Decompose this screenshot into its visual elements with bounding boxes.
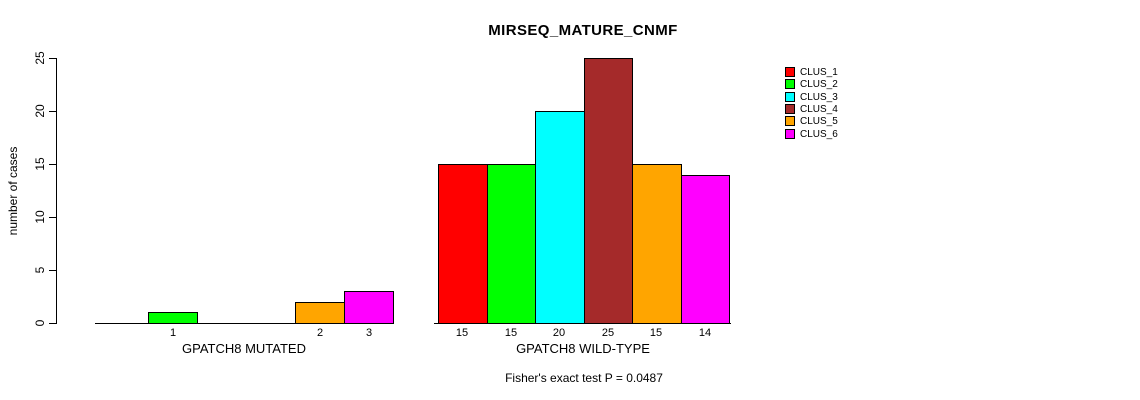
- y-tick-mark: [49, 111, 56, 112]
- legend-label: CLUS_5: [800, 116, 838, 127]
- y-axis-label: number of cases: [6, 146, 20, 236]
- y-tick-label: 15: [33, 157, 47, 171]
- y-tick-mark: [49, 323, 56, 324]
- bar-clus_4-wildtype: [584, 58, 633, 324]
- annotation-text: Fisher's exact test P = 0.0487: [505, 371, 663, 385]
- y-tick-label: 5: [33, 266, 47, 274]
- bar-value-label: 3: [365, 327, 373, 339]
- bar-clus_2-mutated: [148, 312, 198, 324]
- bar-clus_6-mutated: [344, 291, 394, 324]
- legend-swatch-clus_2: [785, 79, 795, 89]
- legend-item: CLUS_2: [785, 78, 855, 90]
- x-group-label: GPATCH8 MUTATED: [182, 341, 306, 356]
- y-tick-mark: [49, 217, 56, 218]
- bar-value-label: 15: [504, 327, 518, 339]
- x-group-label: GPATCH8 WILD-TYPE: [516, 341, 650, 356]
- bar-value-label: 25: [601, 327, 615, 339]
- bar-clus_5-wildtype: [632, 164, 682, 324]
- legend-label: CLUS_2: [800, 79, 838, 90]
- legend-item: CLUS_5: [785, 115, 855, 127]
- legend-item: CLUS_1: [785, 66, 855, 78]
- y-tick-label: 25: [33, 51, 47, 65]
- x-axis-baseline: [95, 323, 393, 324]
- bar-clus_3-wildtype: [535, 111, 585, 324]
- legend-label: CLUS_6: [800, 129, 838, 140]
- legend-item: CLUS_3: [785, 91, 855, 103]
- legend-swatch-clus_6: [785, 129, 795, 139]
- bar-value-label: 20: [552, 327, 566, 339]
- legend-swatch-clus_4: [785, 104, 795, 114]
- y-tick-label: 0: [33, 319, 47, 327]
- legend-swatch-clus_1: [785, 67, 795, 77]
- bar-clus_6-wildtype: [681, 175, 730, 324]
- y-tick-label: 10: [33, 210, 47, 224]
- legend-swatch-clus_3: [785, 92, 795, 102]
- y-axis-line: [56, 58, 57, 324]
- bar-clus_1-wildtype: [438, 164, 488, 324]
- legend-label: CLUS_4: [800, 104, 838, 115]
- bar-clus_5-mutated: [295, 302, 345, 324]
- y-tick-label: 20: [33, 104, 47, 118]
- bar-value-label: 2: [316, 327, 324, 339]
- y-tick-mark: [49, 270, 56, 271]
- legend-label: CLUS_3: [800, 92, 838, 103]
- bar-value-label: 15: [649, 327, 663, 339]
- bar-value-label: 1: [169, 327, 177, 339]
- legend-item: CLUS_4: [785, 103, 855, 115]
- y-tick-mark: [49, 164, 56, 165]
- chart-title: MIRSEQ_MATURE_CNMF: [488, 22, 678, 39]
- legend-swatch-clus_5: [785, 116, 795, 126]
- bar-value-label: 15: [455, 327, 469, 339]
- bar-value-label: 14: [698, 327, 712, 339]
- legend-label: CLUS_1: [800, 67, 838, 78]
- bar-clus_2-wildtype: [487, 164, 536, 324]
- legend-item: CLUS_6: [785, 128, 855, 140]
- y-tick-mark: [49, 58, 56, 59]
